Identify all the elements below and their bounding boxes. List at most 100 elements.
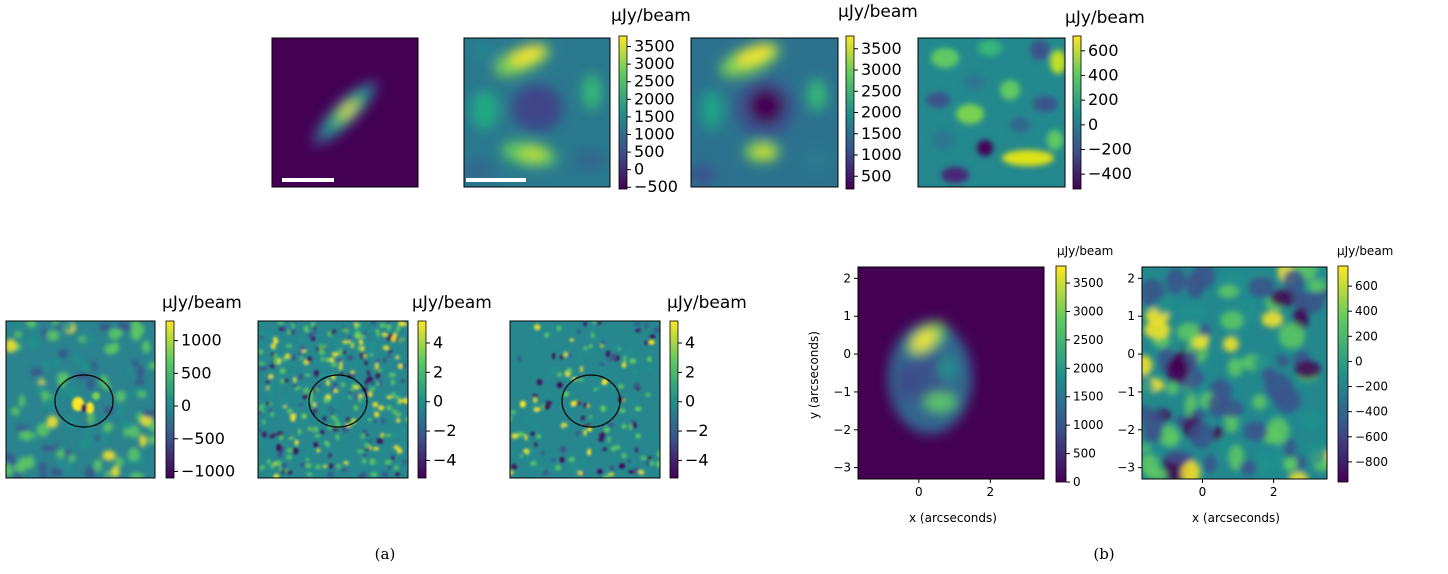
noise-blob	[640, 456, 647, 461]
noise-blob	[360, 396, 367, 403]
noise-blob	[329, 463, 334, 470]
noise-blob	[288, 436, 295, 440]
noise-blob	[323, 397, 331, 404]
noise-blob	[523, 448, 530, 454]
noise-blob	[314, 434, 321, 438]
noise-blob	[398, 398, 405, 403]
noise-blob	[612, 343, 620, 349]
noise-blob	[370, 471, 378, 478]
noise-blob	[587, 448, 591, 456]
noise-blob	[537, 466, 545, 473]
heatmap-a-top-2	[464, 38, 610, 187]
noise-blob	[544, 332, 550, 338]
noise-blob	[633, 322, 641, 326]
noise-blob	[366, 376, 374, 383]
noise-blob	[302, 394, 309, 400]
noise-blob	[533, 441, 538, 448]
noise-blob	[563, 391, 569, 397]
noise-blob	[335, 434, 340, 440]
noise-blob	[99, 431, 109, 445]
noise-blob	[388, 372, 396, 378]
noise-blob	[1243, 421, 1269, 442]
noise-blob	[273, 337, 279, 345]
noise-blob	[357, 370, 362, 374]
colorbar-tick-label: −400	[1355, 405, 1388, 419]
noise-blob	[316, 448, 321, 453]
noise-blob	[58, 348, 69, 359]
noise-blob	[279, 434, 284, 441]
noise-blob	[362, 458, 367, 464]
noise-blob	[375, 371, 381, 379]
noise-blob	[600, 405, 606, 412]
noise-blob	[56, 457, 66, 469]
noise-blob	[290, 414, 296, 422]
noise-blob	[621, 423, 628, 429]
noise-blob	[628, 470, 635, 474]
noise-blob	[1261, 311, 1284, 328]
noise-blob	[312, 426, 319, 433]
noise-blob	[273, 473, 280, 478]
noise-blob	[391, 414, 397, 419]
y-tick-label: 1	[1127, 309, 1135, 323]
colorbar-tick-label: 1500	[1073, 390, 1104, 404]
noise-blob	[598, 362, 605, 366]
noise-blob	[372, 401, 379, 408]
noise-blob	[629, 358, 637, 364]
noise-blob	[606, 358, 614, 362]
colorbar-unit-label: μJy/beam	[838, 2, 918, 22]
noise-blob	[368, 391, 373, 398]
noise-blob	[519, 432, 525, 437]
noise-blob	[557, 382, 563, 388]
noise-blob	[331, 351, 339, 357]
colorbar-unit-label: μJy/beam	[412, 293, 492, 313]
noise-blob	[375, 464, 379, 469]
colorbar-tick-label: 0	[634, 160, 644, 179]
noise-blob	[297, 350, 303, 355]
colorbar-tick-label: −2	[685, 421, 709, 440]
noise-blob	[350, 473, 357, 478]
heatmap-a-top-3	[691, 38, 838, 187]
noise-blob	[79, 438, 92, 451]
noise-blob	[597, 469, 603, 475]
noise-blob	[147, 435, 155, 445]
noise-blob	[357, 323, 361, 328]
noise-blob	[14, 331, 23, 338]
noise-blob	[386, 324, 392, 331]
noise-blob	[269, 429, 273, 435]
noise-blob	[584, 423, 591, 427]
noise-blob	[646, 366, 651, 372]
noise-blob	[292, 447, 299, 455]
noise-blob	[1293, 455, 1306, 471]
noise-blob	[259, 440, 265, 445]
noise-blob	[14, 462, 28, 473]
noise-blob	[261, 321, 266, 327]
noise-blob	[372, 446, 380, 451]
y-tick-label: −1	[1117, 385, 1135, 399]
noise-blob	[393, 465, 400, 471]
noise-blob	[364, 443, 370, 449]
noise-blob	[130, 472, 144, 478]
colorbar-tick-label: 1000	[181, 331, 222, 350]
noise-blob	[1228, 444, 1245, 471]
noise-blob	[631, 412, 635, 420]
noise-blob	[364, 379, 368, 385]
noise-blob	[75, 372, 89, 380]
noise-blob	[286, 454, 293, 460]
colorbar-tick-label: 2500	[634, 72, 675, 91]
colorbar-a-bottom-1: 1000 500 0 −500 −1000	[165, 320, 235, 480]
noise-blob	[353, 404, 359, 411]
noise-blob	[379, 379, 383, 387]
noise-blob	[39, 461, 47, 472]
noise-blob	[1274, 387, 1301, 414]
noise-blob	[307, 447, 313, 452]
colorbar-tick-label: 400	[1088, 65, 1119, 84]
noise-blob	[330, 414, 337, 420]
noise-blob	[258, 361, 265, 366]
noise-blob	[262, 406, 268, 412]
colorbar-tick-label: 0	[433, 392, 443, 411]
noise-blob	[650, 460, 655, 467]
noise-blob	[258, 331, 262, 335]
noise-blob	[1266, 417, 1290, 445]
colorbar-tick-label: 1000	[634, 124, 675, 143]
noise-blob	[575, 400, 581, 406]
